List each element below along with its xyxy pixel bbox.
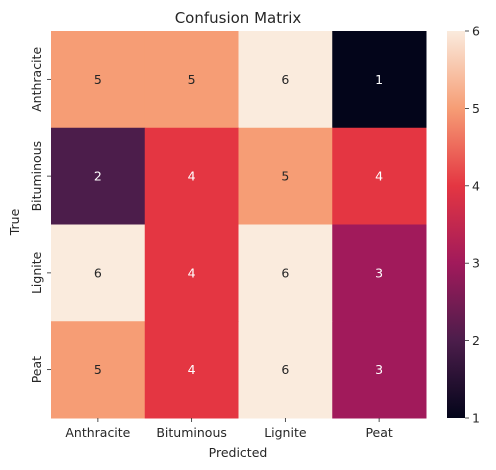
- cell-value-label: 4: [188, 265, 196, 280]
- cell-value-label: 6: [281, 362, 289, 377]
- x-tick-label: Anthracite: [65, 425, 130, 440]
- colorbar-tick-label: 2: [472, 333, 480, 348]
- colorbar-ticks: 1 2 3 4 5 6: [465, 24, 480, 426]
- cell-value-label: 3: [375, 265, 383, 280]
- colorbar-tick-label: 6: [472, 24, 480, 39]
- heatmap-cell: [238, 31, 333, 129]
- heatmap-cells: 5 5 6 1 2 4 5 4 6 4 6 3 5 4 6 3: [51, 31, 427, 419]
- heatmap-cell: [144, 127, 239, 225]
- x-tick-label: Peat: [365, 425, 392, 440]
- heatmap-cell: [51, 127, 146, 225]
- cell-value-label: 6: [281, 265, 289, 280]
- heatmap-cell: [144, 224, 239, 322]
- cell-value-label: 4: [188, 169, 196, 184]
- cell-value-label: 1: [375, 72, 383, 87]
- x-axis-label: Predicted: [209, 445, 268, 460]
- y-axis-label: True: [7, 208, 22, 236]
- heatmap-cell: [144, 31, 239, 129]
- x-tick-labels: Anthracite Bituminous Lignite Peat: [65, 418, 393, 440]
- y-tick-label: Anthracite: [29, 47, 44, 112]
- heatmap-cell: [144, 321, 239, 419]
- x-tick-label: Bituminous: [156, 425, 227, 440]
- colorbar-tick-label: 1: [472, 411, 480, 426]
- heatmap-cell: [51, 321, 146, 419]
- x-tick-label: Lignite: [264, 425, 307, 440]
- heatmap-cell: [332, 224, 427, 322]
- colorbar-tick-label: 3: [472, 256, 480, 271]
- heatmap-cell: [332, 127, 427, 225]
- y-tick-label: Peat: [29, 356, 44, 383]
- y-tick-label: Lignite: [29, 251, 44, 294]
- heatmap-cell: [51, 224, 146, 322]
- cell-value-label: 3: [375, 362, 383, 377]
- heatmap-cell: [238, 127, 333, 225]
- chart-title: Confusion Matrix: [175, 9, 302, 27]
- cell-value-label: 4: [375, 169, 383, 184]
- y-tick-labels: Anthracite Bituminous Lignite Peat: [29, 47, 51, 383]
- cell-value-label: 5: [94, 72, 102, 87]
- heatmap-cell: [238, 321, 333, 419]
- cell-value-label: 6: [94, 265, 102, 280]
- heatmap-cell: [51, 31, 146, 129]
- heatmap-cell: [238, 224, 333, 322]
- colorbar-tick-label: 4: [472, 178, 480, 193]
- cell-value-label: 5: [94, 362, 102, 377]
- y-tick-label: Bituminous: [29, 141, 44, 212]
- colorbar-tick-label: 5: [472, 101, 480, 116]
- cell-value-label: 2: [94, 169, 102, 184]
- heatmap-cell: [332, 31, 427, 129]
- cell-value-label: 5: [188, 72, 196, 87]
- colorbar: [447, 31, 465, 418]
- cell-value-label: 4: [188, 362, 196, 377]
- cell-value-label: 6: [281, 72, 289, 87]
- cell-value-label: 5: [281, 169, 289, 184]
- heatmap-cell: [332, 321, 427, 419]
